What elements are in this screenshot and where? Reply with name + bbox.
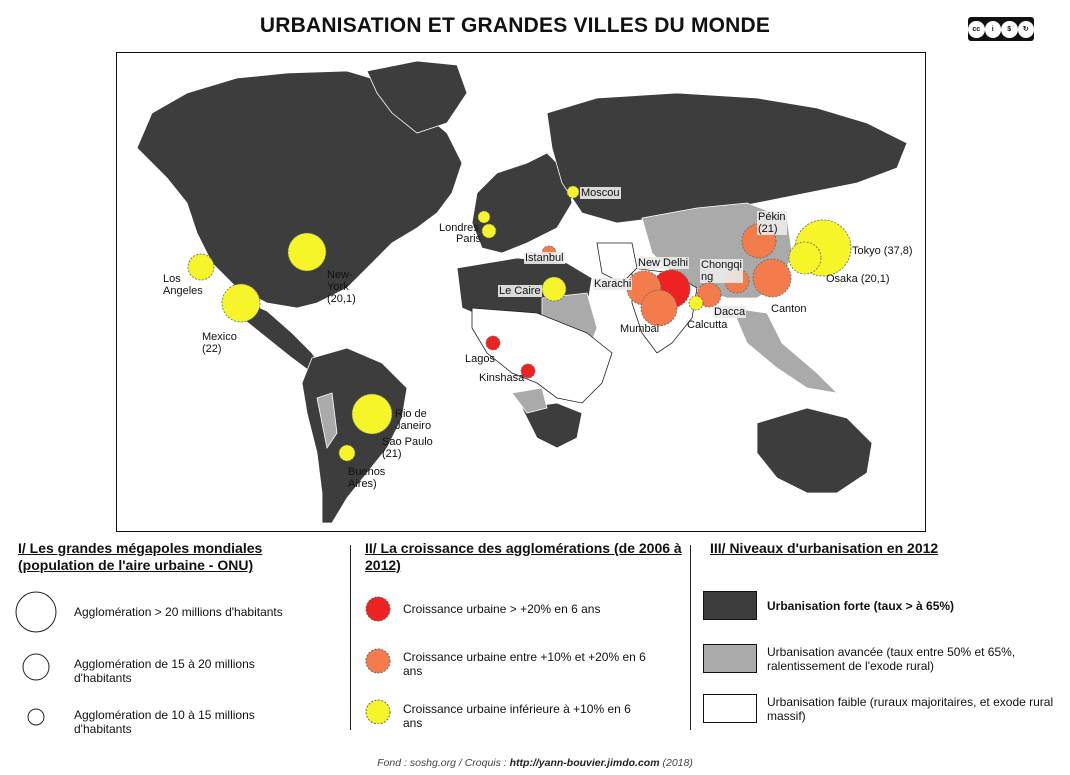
central-africa-shape (511, 387, 548, 414)
south-asia-shape (596, 242, 638, 284)
label-mumbai: Mumbai (620, 323, 660, 335)
legend-growth-high: Croissance urbaine > +20% en 6 ans (403, 602, 601, 616)
nc-icon: $ (1001, 20, 1018, 38)
label-moscou: Moscou (580, 187, 621, 199)
legend-section-1: I/ Les grandes mégapoles mondiales (popu… (18, 540, 318, 574)
city-le-caire (541, 276, 567, 302)
world-map-svg (136, 60, 908, 524)
label-calcutta: Calcutta (687, 319, 728, 331)
footer-credits: Fond : soshg.org / Croquis : http://yann… (0, 757, 1070, 769)
footer-suffix: (2018) (659, 757, 693, 769)
swatch-forte (703, 591, 757, 620)
australia-shape (756, 407, 873, 494)
city-los-angeles (187, 253, 215, 281)
greenland-shape (366, 60, 468, 134)
city-lagos (485, 335, 501, 351)
swatch-faible (703, 694, 757, 723)
city-paris (481, 223, 497, 239)
legend-size-large: Agglomération > 20 millions d'habitants (74, 605, 283, 619)
cc-icon: cc (968, 20, 985, 38)
subsaharan-africa-shape (471, 307, 613, 404)
footer-prefix: Fond : soshg.org / Croquis : (377, 757, 510, 769)
city-mexico (221, 283, 261, 323)
city-kinshasa (520, 363, 536, 379)
city-moscou (566, 185, 580, 199)
legend-growth-medium: Croissance urbaine entre +10% et +20% en… (403, 650, 646, 678)
city-new-york (287, 232, 327, 272)
label-new-delhi: New Delhi (637, 257, 690, 269)
map-title: URBANISATION ET GRANDES VILLES DU MONDE (259, 14, 771, 37)
europe-shape (471, 152, 573, 254)
label-canton: Canton (771, 303, 807, 315)
city-canton (752, 258, 792, 298)
city-londres (477, 210, 491, 224)
legend-separator-2 (690, 545, 691, 730)
label-chongqing: Chongqi ng (700, 259, 743, 283)
label-pekin: Pékin (21) (757, 211, 787, 235)
russia-shape (546, 92, 908, 224)
city-calcutta (688, 295, 704, 311)
city-buenos-aires (338, 444, 356, 462)
legend-heading-3: III/ Niveaux d'urbanisation en 2012 (710, 540, 939, 556)
legend-section-3: III/ Niveaux d'urbanisation en 2012 (710, 540, 1050, 557)
label-londres: Londres (439, 222, 479, 234)
legend-urban-medium: Urbanisation avancée (taux entre 50% et … (767, 645, 1016, 673)
label-karachi: Karachi (593, 278, 633, 290)
label-kinshasa: Kinshasa (479, 372, 525, 384)
legend-color-symbols (365, 596, 391, 724)
world-map: Tokyo (37,8) Osaka (20,1) Pékin (21) Cho… (116, 52, 926, 532)
legend-heading-1: I/ Les grandes mégapoles mondiales (popu… (18, 540, 263, 573)
south-america-shape (301, 347, 408, 524)
legend-size-symbols (15, 591, 57, 726)
legend-growth-low: Croissance urbaine inférieure à +10% en … (403, 702, 631, 730)
label-mexico: Mexico (22) (202, 331, 237, 355)
andes-shape (316, 392, 338, 450)
legend-urban-low: Urbanisation faible (ruraux majoritaires… (767, 695, 1054, 723)
label-istanbul: Istanbul (524, 252, 565, 264)
city-sao-paulo (351, 393, 393, 435)
label-paris: Paris (456, 233, 482, 245)
label-buenos-aires: Buenos Aires) (348, 466, 386, 490)
cc-license-icon[interactable]: cc i $ ↻ (968, 17, 1034, 41)
sa-icon: ↻ (1017, 20, 1034, 38)
label-new-york: New- York (20,1) (327, 269, 356, 305)
legend-separator-1 (350, 545, 351, 730)
city-osaka (788, 241, 822, 275)
label-dacca: Dacca (713, 306, 747, 318)
by-icon: i (984, 20, 1001, 38)
label-tokyo: Tokyo (37,8) (852, 245, 913, 257)
legend-heading-2: II/ La croissance des agglomérations (de… (365, 540, 682, 573)
label-osaka: Osaka (20,1) (826, 273, 890, 285)
label-rio: Rio de Janeiro (395, 408, 432, 432)
legend-urban-high: Urbanisation forte (taux > à 65%) (767, 599, 955, 613)
label-los-angeles: Los Angeles (163, 273, 203, 297)
legend-section-2: II/ La croissance des agglomérations (de… (365, 540, 685, 574)
footer-link[interactable]: http://yann-bouvier.jimdo.com (509, 757, 660, 769)
legend-size-small: Agglomération de 10 à 15 millions d'habi… (74, 708, 255, 736)
label-le-caire: Le Caire (498, 285, 542, 297)
city-dacca (696, 282, 722, 308)
swatch-avancee (703, 644, 757, 673)
label-lagos: Lagos (465, 353, 495, 365)
city-mumbai (640, 289, 678, 327)
legend-size-medium: Agglomération de 15 à 20 millions d'habi… (74, 657, 255, 685)
label-sao-paulo: Sao Paulo (21) (382, 436, 433, 460)
se-asia-shape (731, 307, 839, 394)
southern-africa-shape (521, 402, 583, 449)
